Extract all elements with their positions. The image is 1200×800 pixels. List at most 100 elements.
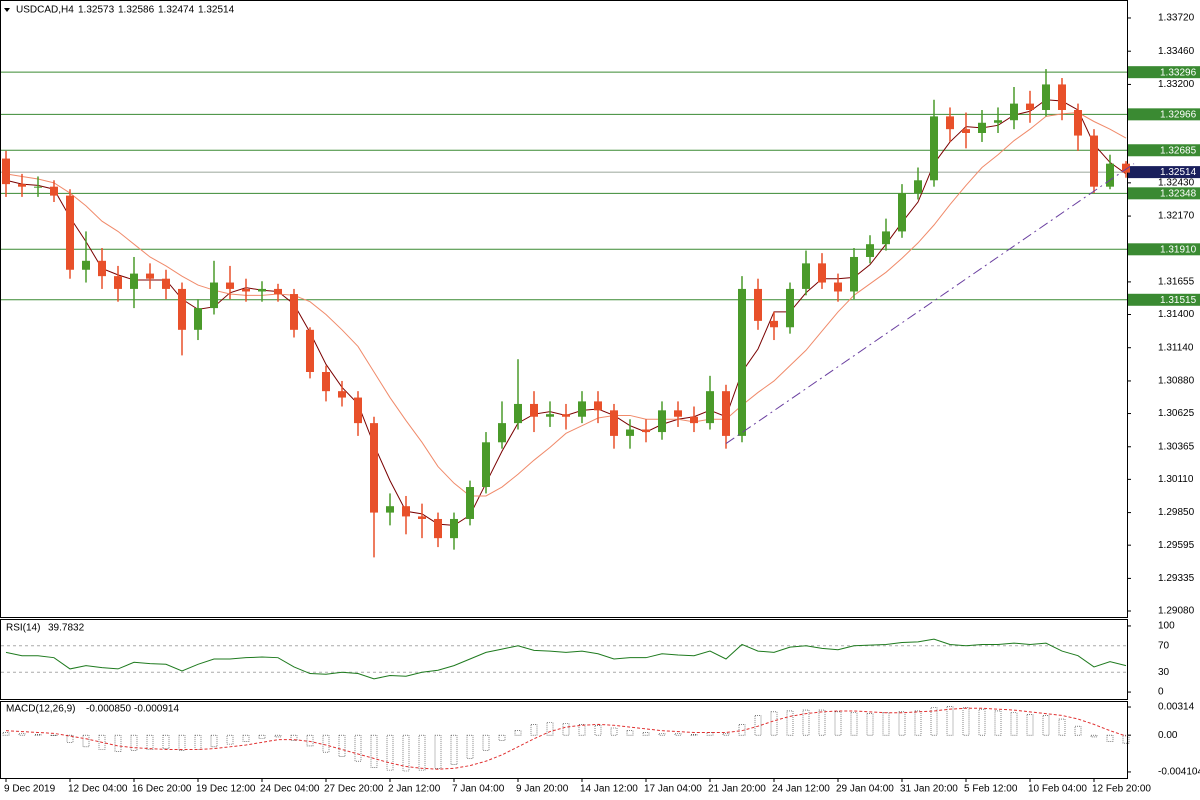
quote-value: 1.32573: [78, 5, 115, 16]
trend-line: [725, 163, 1135, 444]
x-tick-label: 2 Jan 12:00: [388, 784, 441, 795]
candle-body: [690, 416, 698, 424]
y-tick-label: 70: [1158, 640, 1170, 651]
rsi-panel: [0, 619, 1128, 700]
candle-body: [930, 116, 938, 181]
macd-bar: [98, 734, 106, 750]
macd-bar: [834, 711, 842, 736]
x-tick-label: 10 Feb 04:00: [1028, 784, 1087, 795]
macd-bar: [1090, 734, 1098, 738]
candle-body: [98, 260, 106, 277]
candle-body: [562, 414, 570, 417]
moving-average: [5, 112, 1127, 497]
macd-bar: [754, 715, 762, 736]
candle-body: [34, 186, 42, 188]
candle-body: [402, 506, 410, 517]
x-tick-label: 14 Jan 12:00: [580, 784, 638, 795]
candle-body: [1058, 84, 1066, 110]
y-tick-label: -0.004104: [1158, 767, 1200, 778]
x-tick-label: 16 Dec 20:00: [132, 784, 192, 795]
macd-bar: [242, 734, 250, 742]
rsi-value: 39.7832: [48, 623, 85, 634]
macd-bar: [210, 734, 218, 748]
macd-bar: [178, 734, 186, 751]
candle-body: [82, 260, 90, 270]
macd-bar: [978, 708, 986, 736]
macd-bar: [34, 733, 42, 736]
menu-arrow[interactable]: [4, 8, 10, 12]
macd-bar: [418, 734, 426, 771]
candle-body: [866, 244, 874, 257]
candle-body: [322, 371, 330, 392]
level-tag: [1128, 243, 1200, 256]
candle-body: [1074, 109, 1082, 136]
candle-body: [1010, 103, 1018, 121]
x-tick-label: 21 Jan 20:00: [708, 784, 766, 795]
macd-bar: [1058, 718, 1066, 736]
candle-body: [642, 429, 650, 433]
macd-bar: [482, 734, 490, 751]
level-label: 1.33296: [1160, 67, 1197, 78]
macd-bar: [498, 734, 506, 741]
macd-bar: [162, 734, 170, 749]
macd-bar: [610, 727, 618, 736]
candle-body: [146, 273, 154, 279]
candle-body: [946, 116, 954, 130]
y-tick-label: 1.32430: [1158, 177, 1195, 188]
quote-value: 1.32586: [118, 5, 155, 16]
macd-bar: [930, 707, 938, 736]
rsi-line: [5, 638, 1127, 680]
macd-bar: [66, 734, 74, 743]
macd-bar: [1106, 734, 1114, 742]
y-tick-label: 30: [1158, 667, 1170, 678]
candle-body: [482, 442, 490, 488]
candle-body: [962, 129, 970, 134]
candle-body: [786, 288, 794, 328]
candle-body: [706, 391, 714, 424]
candle-body: [722, 391, 730, 436]
macd-title: MACD(12,26,9): [6, 704, 75, 715]
level-tag: [1128, 108, 1200, 121]
macd-signal-value: -0.000914: [134, 704, 179, 715]
macd-bar: [994, 710, 1002, 736]
level-tag: [1128, 293, 1200, 306]
candle-body: [1026, 103, 1034, 110]
candle-body: [386, 506, 394, 513]
main-panel: [0, 0, 1128, 618]
quote-value: 1.32474: [158, 5, 195, 16]
candle-body: [258, 288, 266, 292]
macd-bar: [466, 734, 474, 759]
macd-bar: [626, 730, 634, 736]
candle-body: [770, 320, 778, 328]
macd-bar: [1122, 734, 1130, 744]
y-tick-label: 1.33460: [1158, 46, 1195, 57]
candle-body: [594, 401, 602, 411]
candle-body: [178, 288, 186, 330]
candle-body: [802, 263, 810, 289]
macd-bar: [402, 734, 410, 772]
macd-bar: [962, 707, 970, 736]
candle-body: [2, 158, 10, 185]
candle-body: [290, 294, 298, 330]
candle-body: [114, 276, 122, 289]
candle-body: [226, 282, 234, 289]
x-tick-label: 19 Dec 12:00: [196, 784, 256, 795]
candle-body: [418, 516, 426, 519]
candle-body: [370, 423, 378, 513]
macd-bar: [1042, 715, 1050, 736]
y-tick-label: 1.29850: [1158, 507, 1195, 518]
candle-body: [914, 180, 922, 194]
x-tick-label: 31 Jan 20:00: [900, 784, 958, 795]
macd-bar: [642, 732, 650, 736]
candle-body: [610, 410, 618, 436]
candle-body: [882, 231, 890, 245]
candle-body: [658, 410, 666, 433]
y-tick-label: 1.31655: [1158, 277, 1195, 288]
candle-body: [306, 329, 314, 372]
y-tick-label: 1.30110: [1158, 474, 1194, 485]
macd-bar: [818, 709, 826, 736]
macd-bar: [594, 725, 602, 736]
macd-bar: [322, 734, 330, 753]
x-tick-label: 12 Dec 04:00: [68, 784, 128, 795]
macd-bar: [434, 734, 442, 769]
